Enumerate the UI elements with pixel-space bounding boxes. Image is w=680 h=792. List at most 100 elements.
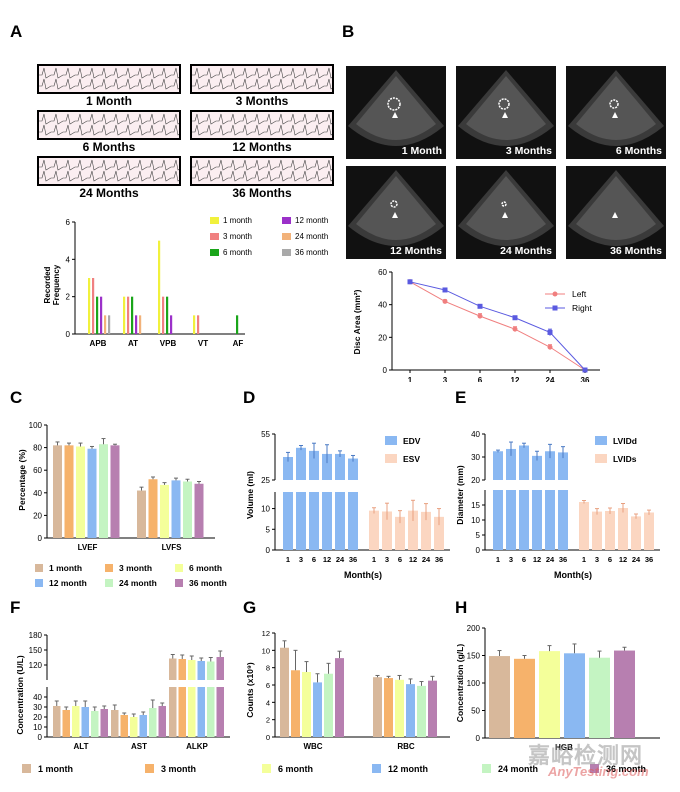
y-tick-label: 2 xyxy=(266,716,270,725)
ecg-strip xyxy=(190,156,334,186)
data-point xyxy=(582,367,588,373)
ecg-trace xyxy=(39,113,179,136)
x-tick-label: 1 xyxy=(582,555,586,564)
legend-label: 12 month xyxy=(295,216,328,225)
ecg-strip xyxy=(190,110,334,140)
y-tick-label: 40 xyxy=(33,489,42,498)
bar xyxy=(283,457,293,480)
chart-cardiac-function: 0 20 40 60 80 100 Percentage (%) LVEF LVFS 1 mont… xyxy=(17,421,227,588)
ecg-strip xyxy=(190,64,334,94)
y-tick-label: 0 xyxy=(266,733,270,742)
echo-label: 3 Months xyxy=(505,145,552,157)
bar xyxy=(532,490,542,550)
x-tick-label: WBC xyxy=(303,742,322,751)
bar xyxy=(592,511,602,550)
bar xyxy=(369,510,379,550)
y-axis-label: Percentage (%) xyxy=(17,449,27,511)
bar xyxy=(207,661,215,680)
bar xyxy=(53,706,61,737)
x-tick-label: 36 xyxy=(349,555,357,564)
bar xyxy=(313,682,322,737)
bar xyxy=(545,490,555,550)
ecg-waveform xyxy=(39,170,179,182)
x-tick-label: 24 xyxy=(546,555,555,564)
bar xyxy=(417,685,426,737)
y-axis-label: Volume (ml) xyxy=(245,471,255,519)
legend-swatch xyxy=(262,764,271,773)
y-tick-label: 20 xyxy=(378,333,387,342)
x-tick-label: 3 xyxy=(443,376,448,382)
bar xyxy=(135,315,138,334)
bar xyxy=(493,490,503,550)
y-tick-label: 0 xyxy=(266,546,271,555)
bar xyxy=(64,445,74,538)
bar xyxy=(120,715,128,737)
y-tick-label: 55 xyxy=(261,430,270,439)
legend-label: ESV xyxy=(403,454,420,464)
bar xyxy=(519,445,529,480)
bar xyxy=(127,296,130,334)
legend-swatch xyxy=(595,436,607,445)
bar xyxy=(96,296,99,334)
bar xyxy=(539,651,560,738)
bar xyxy=(193,315,196,334)
echo-image: 1 Month xyxy=(346,66,446,159)
bar xyxy=(428,680,437,737)
x-axis-label: Month(s) xyxy=(554,570,592,580)
legend-label: 1 month xyxy=(38,764,73,774)
bar xyxy=(395,679,404,737)
bar xyxy=(421,511,431,550)
y-axis-label: Disc Area (mm²) xyxy=(352,289,362,354)
bar xyxy=(100,709,108,737)
echo-image: 12 Months xyxy=(346,166,446,259)
ecg-label: 36 Months xyxy=(232,186,292,200)
bar xyxy=(489,656,510,738)
legend-swatch xyxy=(385,436,397,445)
bar xyxy=(81,707,89,737)
legend-swatch xyxy=(175,579,183,587)
bar xyxy=(137,490,146,538)
bar xyxy=(216,657,224,680)
data-point xyxy=(442,298,448,304)
x-tick-label: 6 xyxy=(608,555,612,564)
watermark-text: 嘉峪检测网 xyxy=(528,743,644,768)
x-tick-label: VT xyxy=(198,339,208,348)
y-tick-label: 6 xyxy=(266,681,270,690)
arrowhead-marker xyxy=(502,212,508,218)
disc-outline xyxy=(390,200,398,208)
bar xyxy=(123,296,126,334)
y-tick-label: 180 xyxy=(29,631,43,640)
legend-label: 1 month xyxy=(223,216,252,225)
bar xyxy=(644,512,654,550)
y-tick-label: 15 xyxy=(471,501,480,510)
legend-label: Right xyxy=(572,303,592,313)
x-tick-label: 3 xyxy=(299,555,303,564)
ecg-trace xyxy=(39,159,179,182)
legend-swatch xyxy=(210,249,219,256)
legend-label: Left xyxy=(572,289,587,299)
watermark-url: AnyTesting.com xyxy=(548,764,649,779)
x-tick-label: VPB xyxy=(160,339,177,348)
y-tick-label: 40 xyxy=(378,301,387,310)
bar xyxy=(614,650,635,738)
x-tick-label: 36 xyxy=(435,555,443,564)
y-tick-label: 8 xyxy=(266,664,270,673)
bar xyxy=(296,492,306,550)
y-tick-label: 200 xyxy=(467,624,481,633)
bar xyxy=(324,673,333,737)
x-tick-label: 3 xyxy=(385,555,389,564)
y-axis-label: Concentration (U/L) xyxy=(15,655,25,734)
echo-label: 36 Months xyxy=(610,245,662,257)
y-tick-label: 5 xyxy=(266,525,271,534)
x-tick-label: 3 xyxy=(509,555,513,564)
legend-swatch xyxy=(482,764,491,773)
legend-label: 24 month xyxy=(119,578,157,588)
x-axis-label: Month(s) xyxy=(344,570,382,580)
y-tick-label: 0 xyxy=(476,546,481,555)
ecg-strip xyxy=(37,156,181,186)
bar xyxy=(216,687,224,737)
bar xyxy=(335,658,344,737)
legend-label: 36 month xyxy=(189,578,227,588)
data-point xyxy=(407,279,413,285)
